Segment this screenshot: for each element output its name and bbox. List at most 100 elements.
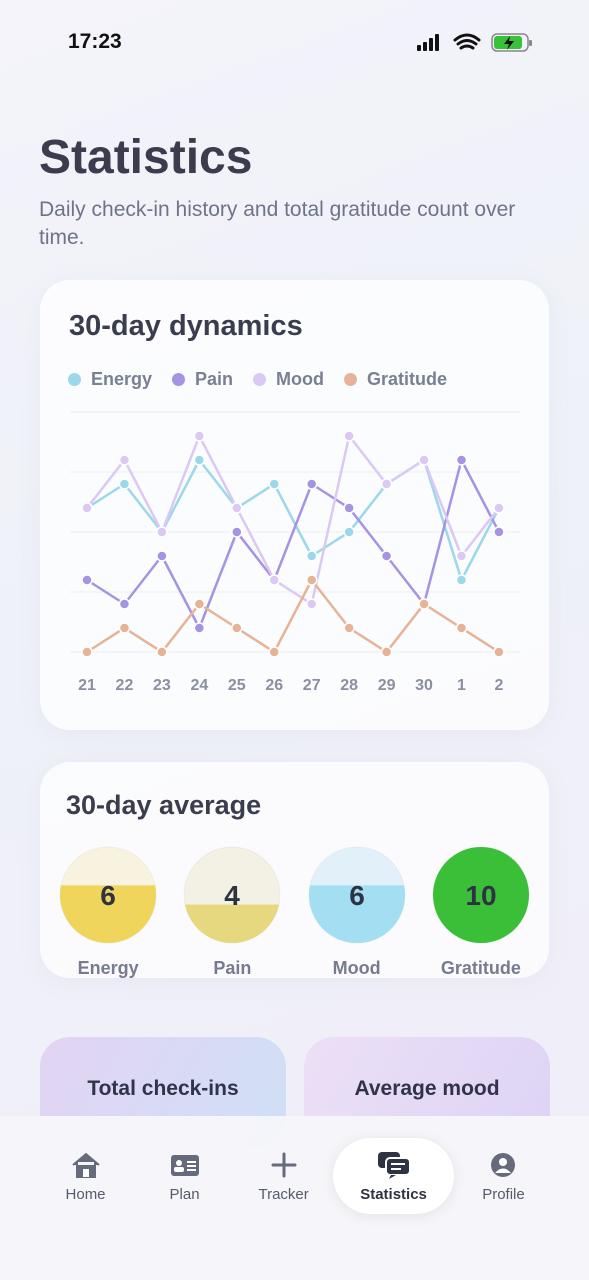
x-tick-label: 22: [116, 677, 134, 694]
x-tick-label: 28: [340, 677, 358, 694]
legend-dot: [344, 373, 358, 386]
status-time: 17:23: [68, 30, 122, 53]
data-point: [231, 526, 243, 538]
nav-label: Plan: [169, 1185, 200, 1203]
average-card: 30-day average 6 Energy 4 Pain 6 Mood 10 Gratit…: [40, 762, 549, 978]
average-title: 30-day average: [66, 790, 262, 820]
icon-statistics: [377, 1151, 411, 1179]
legend-dot: [68, 373, 81, 386]
data-point: [156, 526, 168, 538]
data-point: [305, 574, 318, 586]
legend-item: Pain: [172, 369, 233, 390]
data-point: [380, 646, 393, 658]
data-point: [118, 622, 131, 634]
gauge-fill: [432, 847, 529, 943]
series-line: [86, 578, 500, 654]
x-tick-label: 30: [415, 677, 433, 694]
average-value: 6: [349, 880, 365, 911]
data-point: [343, 502, 355, 514]
series-line: [86, 458, 501, 582]
x-tick-label: 24: [190, 677, 208, 694]
average-value: 10: [465, 880, 496, 911]
average-gauge: 6: [59, 846, 157, 944]
data-point: [455, 574, 468, 586]
nav-label: Profile: [482, 1185, 525, 1203]
average-row: 6 Energy 4 Pain 6 Mood 10 Gratitude: [40, 846, 549, 979]
average-label: Pain: [213, 958, 252, 978]
page-subtitle: Daily check-in history and total gratitu…: [39, 198, 516, 249]
data-point: [118, 478, 131, 490]
average-label: Energy: [77, 958, 139, 978]
data-point: [268, 574, 280, 586]
chart: 21 22 23 24 25 26 27 28 29 30 1 2: [70, 411, 520, 694]
x-tick-label: 1: [457, 677, 466, 694]
x-tick-label: 25: [228, 677, 246, 694]
nav-statistics[interactable]: Statistics: [333, 1138, 454, 1214]
data-point: [343, 526, 355, 538]
data-point: [493, 526, 505, 538]
icon-home: [71, 1152, 100, 1178]
average-gauge: 6: [308, 846, 406, 944]
data-point: [343, 622, 355, 634]
x-tick-label: 26: [265, 677, 283, 694]
summary-card-title: Total check-ins: [87, 1077, 239, 1100]
nav-bar: Home Plan Tracker Statistics Profile: [20, 1130, 569, 1222]
legend-dot: [253, 373, 267, 386]
legend-label: Pain: [195, 369, 234, 389]
bottom-nav: Home Plan Tracker Statistics Profile: [0, 1116, 589, 1280]
data-point: [343, 430, 355, 442]
data-point: [156, 646, 168, 658]
data-point: [493, 646, 505, 658]
data-point: [493, 502, 505, 514]
legend: Energy Pain Mood Gratitude: [68, 369, 447, 390]
data-point: [156, 550, 168, 562]
average-value: 6: [100, 880, 116, 911]
nav-label: Statistics: [360, 1185, 427, 1203]
data-point: [305, 598, 318, 610]
page-title: Statistics: [39, 131, 253, 184]
nav-tracker[interactable]: Tracker: [234, 1138, 333, 1214]
data-point: [268, 646, 280, 658]
data-point: [193, 454, 206, 466]
data-point: [193, 598, 206, 610]
nav-label: Tracker: [258, 1185, 309, 1203]
data-point: [380, 550, 393, 562]
average-gauge: 4: [183, 846, 281, 944]
x-tick-label: 2: [494, 677, 503, 694]
status-icons: [417, 33, 532, 52]
series-line: [86, 458, 501, 630]
legend-label: Gratitude: [367, 369, 448, 389]
x-tick-label: 21: [78, 677, 96, 694]
average-gauge: 10: [432, 846, 530, 944]
legend-dot: [172, 373, 186, 386]
legend-label: Energy: [91, 369, 153, 389]
nav-plan[interactable]: Plan: [135, 1138, 234, 1214]
data-point: [418, 454, 430, 466]
icon-profile: [491, 1152, 516, 1177]
series-line: [86, 434, 500, 606]
summary-card-title: Average mood: [354, 1077, 500, 1100]
x-tick-label: 29: [378, 677, 396, 694]
data-point: [455, 550, 468, 562]
legend-item: Energy: [68, 369, 152, 390]
average-item: 10 Gratitude: [421, 846, 541, 979]
x-tick-label: 23: [153, 677, 171, 694]
data-point: [380, 478, 393, 490]
nav-home[interactable]: Home: [36, 1138, 135, 1214]
data-point: [231, 622, 243, 634]
nav-profile[interactable]: Profile: [454, 1138, 553, 1214]
chart-card: 21 22 23 24 25 26 27 28 29 30 1 2 30-day dynamics E…: [40, 280, 549, 730]
data-point: [118, 454, 131, 466]
data-point: [118, 598, 131, 610]
average-value: 4: [225, 880, 241, 911]
data-point: [455, 622, 468, 634]
chart-title: 30-day dynamics: [69, 310, 303, 342]
average-item: 6 Energy: [48, 846, 168, 979]
data-point: [81, 646, 93, 658]
data-point: [193, 430, 206, 442]
x-tick-label: 27: [303, 677, 321, 694]
icon-plan: [170, 1154, 199, 1176]
data-point: [81, 502, 93, 514]
